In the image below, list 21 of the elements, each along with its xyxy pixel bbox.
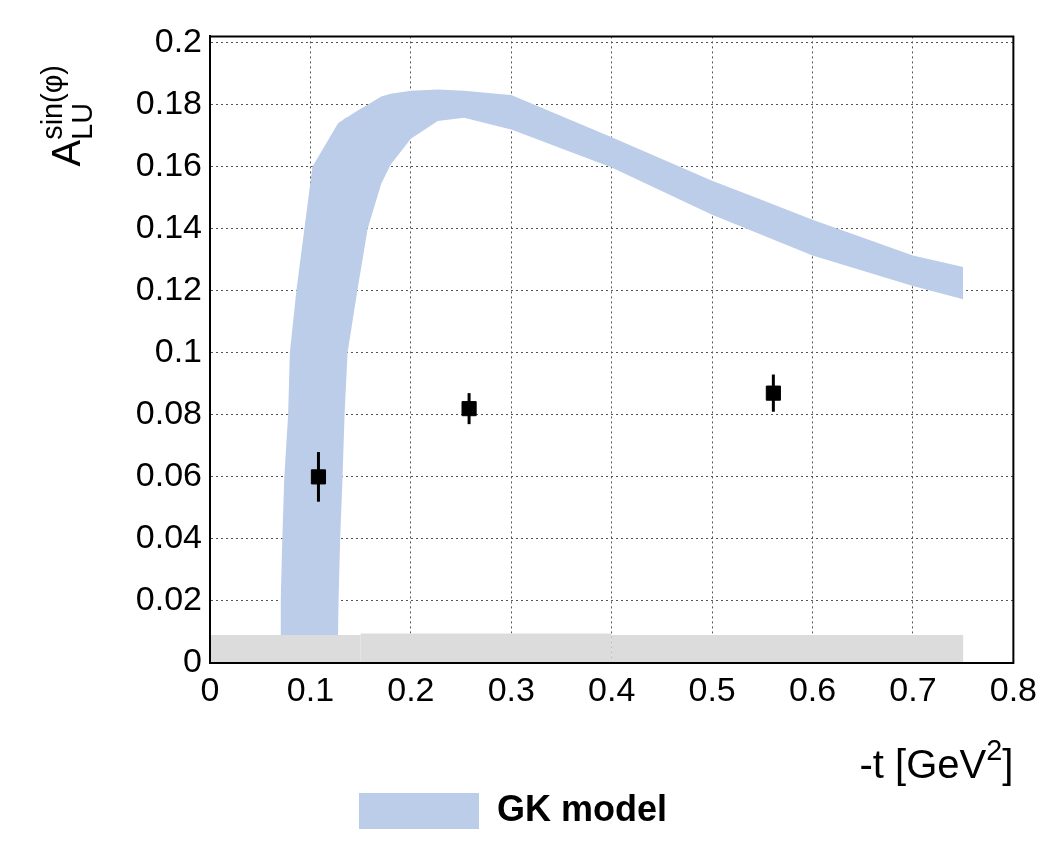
x-tick-label: 0.3 (487, 669, 535, 708)
y-tick-label: 0.04 (135, 517, 202, 556)
y-tick-label: 0.18 (135, 83, 202, 122)
y-tick-label: 0.14 (135, 207, 202, 246)
y-tick-label: 0.16 (135, 145, 202, 184)
x-tick-label: 0.8 (989, 669, 1037, 708)
y-tick-label: 0.1 (154, 331, 202, 370)
legend-label: GK model (496, 787, 668, 829)
x-tick-label: 0.2 (387, 669, 435, 708)
x-tick-label: 0.4 (588, 669, 636, 708)
x-tick-label: 0.6 (788, 669, 837, 708)
x-tick-label: 0.1 (286, 669, 335, 708)
y-axis-title: ALUsin(φ) (36, 65, 98, 167)
y-tick-label: 0.02 (135, 579, 202, 618)
x-tick-label: 0.5 (688, 669, 736, 708)
y-tick-label: 0.06 (135, 455, 202, 494)
y-tick-label: 0 (183, 641, 202, 680)
y-tick-label: 0.08 (135, 393, 202, 432)
y-tick-label: 0.12 (135, 269, 202, 308)
x-tick-label: 0.7 (889, 669, 937, 708)
y-tick-label: 0.2 (154, 20, 202, 59)
